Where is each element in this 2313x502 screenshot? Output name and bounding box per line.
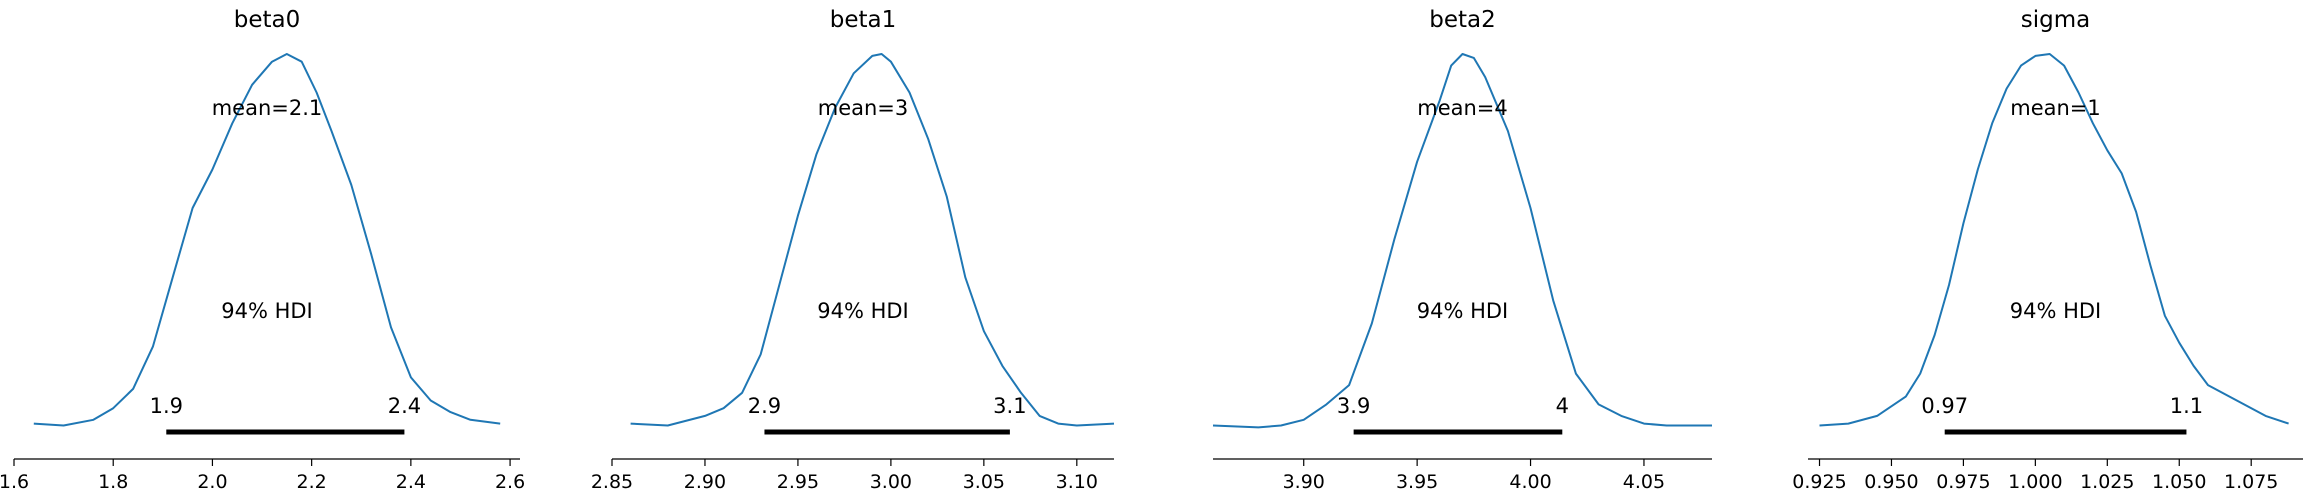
- mean-label: mean=2.1: [212, 96, 323, 120]
- hdi-lower-label: 0.97: [1921, 394, 1968, 418]
- x-tick-label: 3.95: [1396, 471, 1438, 493]
- plot-panel-beta2: beta2 3.90 3.95 4.00 4.05 mean=4 94% HDI 3.9 4: [1212, 7, 1712, 493]
- x-tick-label: 1.6: [0, 471, 29, 493]
- x-tick-label: 2.6: [495, 471, 525, 493]
- x-tick-label: 2.2: [297, 471, 327, 493]
- x-tick-label: 1.075: [2224, 471, 2278, 493]
- panel-title: beta1: [830, 7, 897, 33]
- x-tick-label: 4.00: [1509, 471, 1551, 493]
- x-tick-label: 2.0: [197, 471, 227, 493]
- x-tick-label: 1.050: [2152, 471, 2206, 493]
- plot-panel-sigma: sigma 0.925 0.950 0.975 1.000 1.025 1.050 1.075…: [1792, 7, 2303, 493]
- density-line: [1212, 53, 1712, 429]
- x-tick-label: 3.00: [870, 471, 912, 493]
- x-tick-label: 3.10: [1056, 471, 1098, 493]
- plot-panel-beta0: beta0 1.6 1.8 2.0 2.2 2.4 2.6 mean=2.1 94% HDI 1.…: [0, 7, 525, 493]
- hdi-upper-label: 3.1: [993, 394, 1026, 418]
- mean-label: mean=4: [1417, 96, 1508, 120]
- plot-panel-beta1: beta1 2.85 2.90 2.95 3.00 3.05 3.10 mean=3 94% H…: [591, 7, 1115, 493]
- density-line: [1819, 53, 2289, 427]
- x-tick-label: 1.000: [2008, 471, 2062, 493]
- density-line: [33, 53, 501, 427]
- x-tick-label: 2.85: [591, 471, 633, 493]
- x-tick-label: 1.8: [98, 471, 128, 493]
- x-tick-label: 2.90: [684, 471, 726, 493]
- hdi-label: 94% HDI: [2010, 299, 2102, 323]
- x-tick-label: 1.025: [2080, 471, 2134, 493]
- x-tick-label: 2.4: [396, 471, 426, 493]
- hdi-upper-label: 1.1: [2170, 394, 2203, 418]
- hdi-lower-label: 1.9: [150, 394, 183, 418]
- hdi-upper-label: 4: [1556, 394, 1569, 418]
- x-tick-label: 2.95: [777, 471, 819, 493]
- density-line: [630, 53, 1115, 427]
- hdi-upper-label: 2.4: [388, 394, 421, 418]
- x-tick-label: 3.05: [963, 471, 1005, 493]
- panel-title: beta0: [234, 7, 301, 33]
- hdi-label: 94% HDI: [817, 299, 909, 323]
- x-tick-label: 4.05: [1623, 471, 1665, 493]
- mean-label: mean=3: [818, 96, 909, 120]
- x-tick-label: 3.90: [1283, 471, 1325, 493]
- x-tick-label: 0.950: [1864, 471, 1918, 493]
- panel-title: sigma: [2021, 7, 2090, 33]
- mean-label: mean=1: [2010, 96, 2101, 120]
- hdi-lower-label: 3.9: [1337, 394, 1370, 418]
- hdi-label: 94% HDI: [221, 299, 313, 323]
- hdi-label: 94% HDI: [1417, 299, 1509, 323]
- panel-title: beta2: [1429, 7, 1496, 33]
- hdi-lower-label: 2.9: [748, 394, 781, 418]
- x-tick-label: 0.925: [1792, 471, 1846, 493]
- x-tick-label: 0.975: [1936, 471, 1990, 493]
